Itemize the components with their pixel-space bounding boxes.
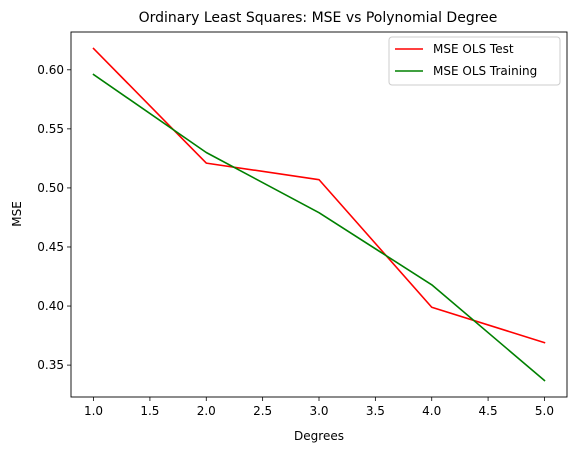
x-tick-label: 1.0: [84, 404, 103, 418]
x-tick-label: 2.5: [253, 404, 272, 418]
y-tick-label: 0.50: [37, 181, 64, 195]
x-tick-label: 1.5: [140, 404, 159, 418]
x-tick-label: 4.5: [479, 404, 498, 418]
legend-label-test: MSE OLS Test: [433, 42, 514, 56]
y-axis-label: MSE: [10, 201, 24, 227]
x-tick-label: 4.0: [422, 404, 441, 418]
x-tick-label: 3.5: [366, 404, 385, 418]
y-tick-label: 0.45: [37, 240, 64, 254]
y-tick-label: 0.40: [37, 299, 64, 313]
y-axis-ticks: 0.35 0.40 0.45 0.50 0.55 0.60: [37, 63, 71, 372]
y-tick-label: 0.55: [37, 122, 64, 136]
legend: MSE OLS Test MSE OLS Training: [388, 36, 561, 86]
x-axis-ticks: 1.0 1.5 2.0 2.5 3.0 3.5 4.0 4.5 5.0: [84, 397, 554, 418]
x-tick-label: 3.0: [309, 404, 328, 418]
x-tick-label: 2.0: [197, 404, 216, 418]
legend-label-training: MSE OLS Training: [433, 64, 537, 78]
legend-box: [388, 36, 561, 86]
series-line-training: [92, 73, 546, 382]
series-line-test: [92, 47, 546, 344]
y-tick-label: 0.35: [37, 358, 64, 372]
x-tick-label: 5.0: [535, 404, 554, 418]
series-layer: [92, 47, 546, 382]
x-axis-label: Degrees: [294, 429, 344, 443]
chart-title: Ordinary Least Squares: MSE vs Polynomia…: [139, 10, 498, 26]
y-tick-label: 0.60: [37, 63, 64, 77]
